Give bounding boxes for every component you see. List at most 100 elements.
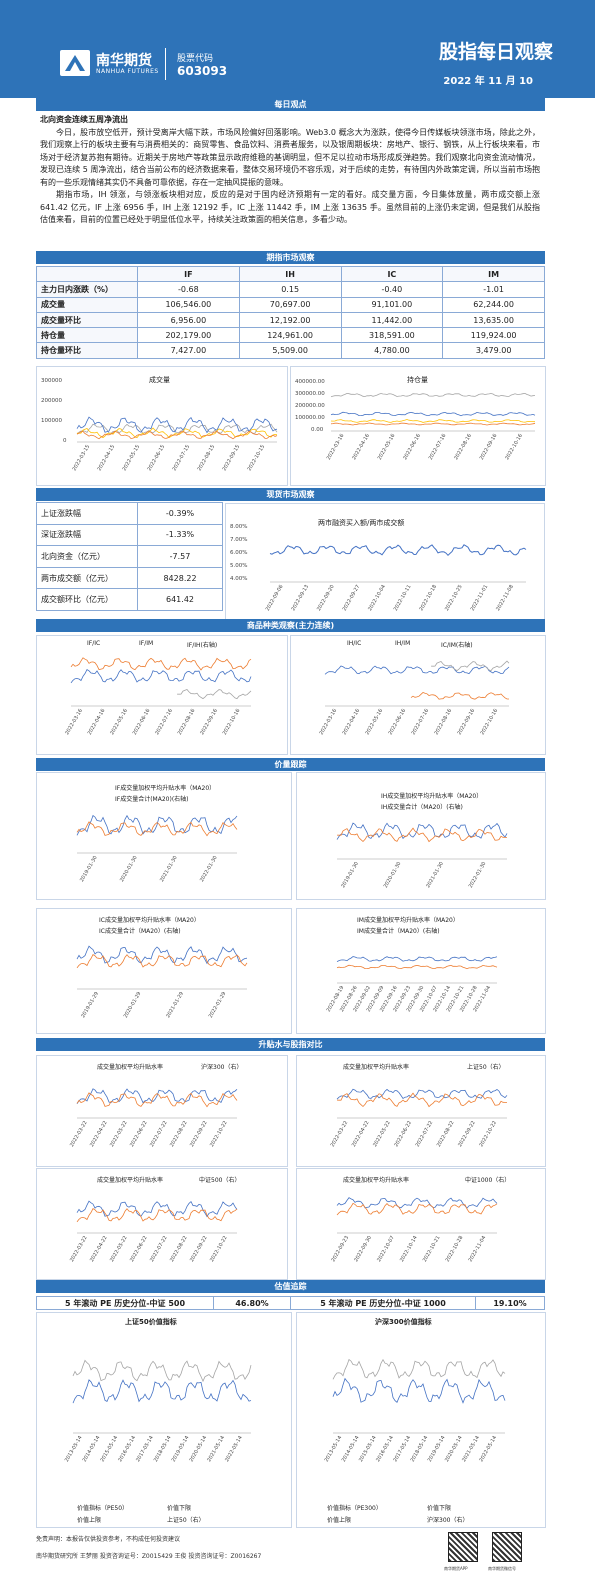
series-line [176,689,252,700]
legend-item: 价值下限 [427,1505,452,1512]
x-tick-label: 2022-09-13 [290,584,310,612]
x-tick-label: 2019-05-14 [171,1435,191,1463]
daily-paragraph-2: 期指市场，IH 领涨，与领涨板块相对应，反应的是对于国内经济预期有一定的看好。成… [40,190,540,224]
tick-label: 8.00% [230,524,248,530]
cell: 5,509.00 [238,342,342,359]
series-line [430,660,510,672]
cell: 6,956.00 [137,311,240,329]
x-tick-label: 2021-01-30 [159,855,179,883]
x-tick-label: 2022-08-22 [436,1120,456,1148]
series-line [72,1379,252,1404]
legend-item: 中证1000（右） [465,1177,511,1184]
futures-table: IF IH IC IM 主力日内涨跌（%） -0.68 0.15 -0.40 -1.01… [36,265,545,359]
hs300-valuation-svg: 2013-05-142014-05-142015-05-142016-05-14… [324,1358,506,1463]
analyst-info: 南华期货研究所 王梦丽 投资咨询证号：Z0015429 王俊 投资咨询证号：Z0… [36,1553,262,1560]
table-row: 上证涨跌幅 -0.39% [36,502,223,525]
x-tick-label: 2022-04-15 [97,444,117,472]
sz50-valuation-title: 上证50价值指标 [125,1318,177,1326]
x-tick-label: 2022-05-16 [377,433,397,461]
stock-code-label: 股票代码 [177,54,214,64]
col-if: IF [137,265,240,283]
x-tick-label: 2016-05-14 [375,1435,395,1463]
x-tick-label: 2022-04-16 [342,708,362,736]
legend-item: 价值指标（PE300） [327,1505,382,1512]
x-tick-label: 2022-07-16 [428,433,448,461]
tick-label: 0.00 [311,427,324,433]
x-tick-label: 2022-08-15 [197,444,217,472]
section-spot-market: 现货市场观察 [36,488,545,501]
col-ic: IC [340,265,444,283]
nanhua-logo-icon [60,50,90,76]
legend-item: 价值下限 [167,1505,192,1512]
pe-label-zz1000: 5 年滚动 PE 历史分位-中证 1000 [290,1296,476,1310]
x-tick-label: 2022-10-16 [480,708,500,736]
x-tick-label: 2022-09-16 [479,433,499,461]
x-tick-label: 2020-05-14 [444,1435,464,1463]
tick-label: 4.00% [230,576,248,582]
section-futures-market: 期指市场观察 [36,251,545,264]
cell: 119,924.00 [442,327,545,344]
cell: -7.57 [137,545,223,568]
x-tick-label: 2022-09-06 [265,584,285,612]
x-tick-label: 2022-03-16 [64,708,84,736]
logo-english: NANHUA FUTURES [96,68,159,75]
cell: 7,427.00 [137,342,240,359]
qr-caption-wechat: 南华期货微信号 [488,1566,516,1571]
row-label: 持仓量 [36,327,138,344]
cell: 4,780.00 [340,342,444,359]
x-tick-label: 2022-10-16 [504,433,524,461]
row-label: 主力日内涨跌（%） [36,281,138,298]
x-tick-label: 2022-10-28 [445,1235,465,1263]
legend-item: IC成交量合计（MA20）(右轴) [99,928,181,935]
x-tick-label: 2022-08-22 [169,1120,189,1148]
section-valuation: 估值追踪 [36,1280,545,1293]
if-basis-volume-chart: 2019-01-30 2020-01-30 2021-01-30 2022-01-30… [36,772,292,900]
open-interest-chart-svg: 2022-03-16 2022-04-16 2022-05-16 2022-06-16… [326,392,536,461]
x-tick-label: 2018-05-14 [410,1435,430,1463]
x-tick-label: 2022-08-16 [177,708,197,736]
cell: -0.40 [340,281,444,298]
margin-ratio-chart: 2022-09-06 2022-09-13 2022-09-20 2022-09-27… [225,503,545,623]
x-tick-label: 2022-05-22 [372,1120,392,1148]
hs300-basis-chart: 2022-03-22 2022-04-22 2022-05-22 2022-06-22… [36,1055,288,1167]
series-line [76,1088,238,1105]
x-tick-label: 2022-05-14 [224,1435,244,1463]
section-daily-view: 每日观点 [36,98,545,111]
if-spread-chart: 2022-03-16 2022-04-16 2022-05-16 2022-06-16… [36,635,288,755]
x-tick-label: 2021-01-29 [165,991,185,1019]
x-tick-label: 2015-05-14 [358,1435,378,1463]
legend-item: 成交量加权平均升贴水率 [97,1064,164,1071]
table-row: 成交量环比 6,956.00 12,192.00 11,442.00 13,635.00 [36,311,545,329]
series-line [336,964,498,970]
series-line [76,954,248,969]
x-tick-label: 2022-09-27 [342,584,362,612]
table-row: 深证涨跌幅 -1.33% [36,523,223,547]
x-tick-label: 2022-07-15 [172,444,192,472]
x-tick-label: 2022-03-16 [326,433,346,461]
legend-item: IH/IC [347,640,362,647]
ih-spread-chart: 2022-03-16 2022-04-16 2022-05-16 2022-06-16… [290,635,546,755]
x-tick-label: 2022-04-16 [87,708,107,736]
legend-item: IH/IM [395,640,411,647]
cell: -1.01 [442,281,545,298]
legend-item: 价值指标（PE50） [77,1505,129,1512]
row-label: 成交量环比 [36,311,138,329]
x-tick-label: 2022-04-22 [351,1120,371,1148]
x-tick-label: 2021-05-14 [206,1435,226,1463]
x-tick-label: 2022-06-16 [388,708,408,736]
app-qr-code-icon [448,1532,478,1562]
x-tick-label: 2022-05-14 [478,1435,498,1463]
x-tick-label: 2022-06-16 [402,433,422,461]
volume-chart: 2022-03-15 2022-04-15 2022-05-15 2022-06-15… [36,366,288,486]
x-tick-label: 2022-05-16 [109,708,129,736]
legend-item: IF成交量加权平均升贴水率（MA20） [115,785,216,792]
series-line [332,1377,506,1404]
x-tick-label: 2019-01-30 [79,855,99,883]
daily-paragraph-1: 今日，股市放空低开，预计受离岸大幅下跌，市场风险偏好回落影响。Web3.0 概念… [40,127,540,187]
series-line [330,411,536,417]
tick-label: 100000.00 [295,415,325,421]
table-row: 成交量 106,546.00 70,697.00 91,101.00 62,244.00 [36,296,545,313]
series-line [76,1208,238,1223]
cell: 202,179.00 [137,327,240,344]
x-tick-label: 2021-05-14 [461,1435,481,1463]
